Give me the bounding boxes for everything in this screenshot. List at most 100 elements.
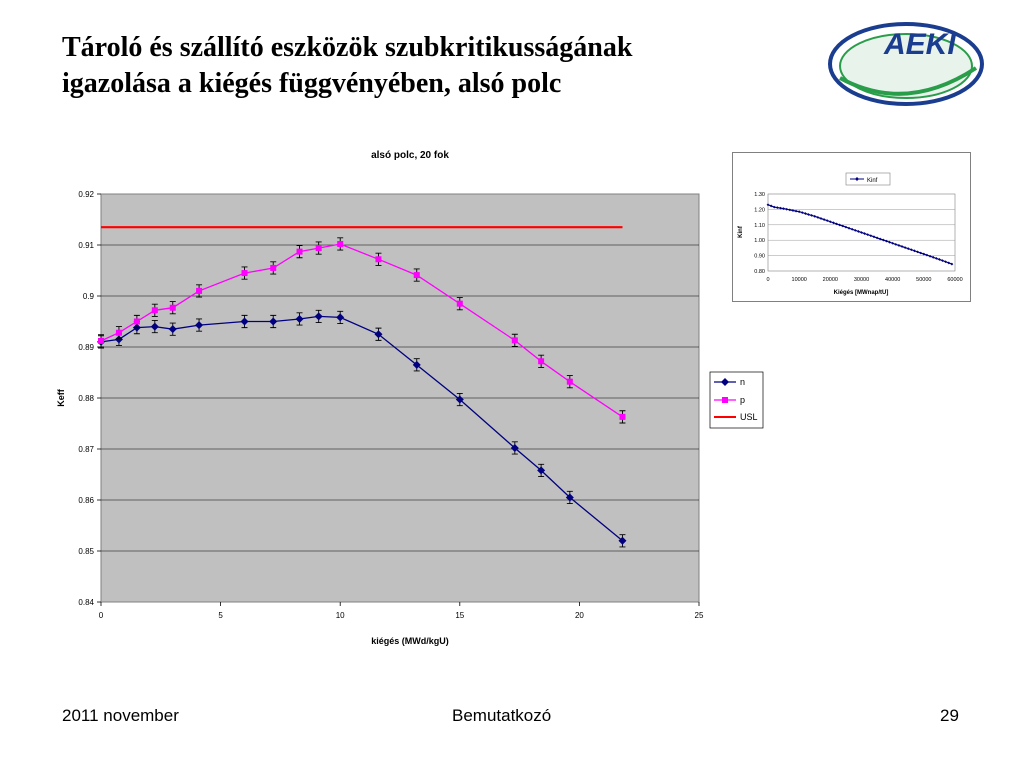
series-n-point — [374, 330, 383, 339]
series-p-point — [511, 337, 518, 344]
main-x-tick-label: 10 — [336, 611, 345, 620]
series-kinf-point — [804, 212, 807, 215]
series-kinf-point — [813, 214, 817, 218]
series-kinf-point — [875, 236, 879, 240]
series-kinf-point — [906, 247, 910, 251]
series-kinf-point — [919, 251, 923, 255]
logo-ring-outer — [828, 22, 984, 106]
series-n-point — [295, 314, 304, 323]
series-kinf-point — [925, 253, 929, 257]
inset-legend-box — [845, 172, 891, 186]
logo-swoosh — [839, 66, 978, 96]
main-x-tick-label: 20 — [575, 611, 584, 620]
aeki-logo: AEKI — [828, 22, 984, 106]
series-p-point — [133, 318, 140, 325]
series-kinf-point — [869, 234, 873, 238]
inset-legend-marker — [855, 177, 859, 181]
series-p-point — [196, 287, 203, 294]
inset-y-tick-label: 0.90 — [754, 254, 765, 260]
series-kinf-point — [800, 211, 804, 215]
series-kinf-point — [850, 227, 854, 231]
series-kinf-point — [881, 238, 885, 242]
series-n-point — [510, 443, 519, 452]
footer-date: 2011 november — [62, 706, 179, 725]
inset-x-tick-label: 40000 — [885, 277, 900, 283]
series-kinf-point — [903, 246, 907, 249]
series-kinf-point — [860, 231, 863, 234]
main-legend: n p USL — [709, 371, 764, 429]
main-y-axis-label: Keff — [56, 388, 66, 407]
series-p-point — [619, 413, 626, 420]
series-p-point — [413, 272, 420, 279]
series-kinf-point — [782, 207, 785, 211]
series-kinf-point — [775, 206, 779, 210]
main-series-layer — [97, 226, 627, 548]
series-kinf-point — [853, 228, 857, 232]
main-y-tick-label: 0.88 — [78, 394, 94, 403]
main-y-tick-label: 0.91 — [78, 241, 94, 250]
series-p-point — [566, 378, 573, 385]
series-n-point — [618, 536, 627, 545]
inset-chart: Kinf 0.80 0.90 1.00 1.10 1.20 1.30 0 10000 2000… — [732, 152, 971, 302]
series-n-point — [195, 321, 204, 330]
series-kinf-point — [807, 213, 810, 216]
main-chart: alsó polc, 20 fok 0.840.850.860.870.880.… — [56, 150, 764, 646]
series-n-point — [455, 395, 464, 404]
slide-title: Tároló és szállító eszközök szubkritikus… — [62, 30, 802, 102]
inset-y-tick-label: 1.20 — [754, 207, 765, 213]
legend-p-marker — [722, 397, 728, 403]
series-kinf-point — [944, 260, 948, 264]
main-x-ticks: 0 5 10 15 20 25 — [99, 602, 704, 620]
series-kinf-point — [934, 256, 938, 260]
series-kinf-point — [819, 217, 823, 220]
series-kinf-point — [866, 233, 870, 237]
series-kinf-point — [891, 241, 895, 245]
series-kinf-point — [900, 245, 904, 248]
inset-legend-label: Kinf — [867, 178, 878, 184]
series-kinf-point — [791, 209, 795, 212]
series-kinf-point — [772, 205, 776, 209]
inset-y-axis-label: Kinf — [738, 225, 744, 238]
main-y-tick-label: 0.92 — [78, 190, 94, 199]
series-p-line — [100, 243, 623, 418]
series-p-point — [98, 337, 104, 344]
main-x-tick-label: 5 — [218, 611, 223, 620]
series-p-point — [115, 329, 122, 336]
main-gridlines — [101, 244, 699, 552]
series-kinf-point — [916, 250, 919, 254]
series-p-point — [241, 270, 248, 277]
inset-x-ticks: 0 10000 20000 30000 40000 50000 60000 — [766, 277, 962, 283]
inset-y-ticks: 0.80 0.90 1.00 1.10 1.20 1.30 — [754, 192, 765, 275]
series-kinf-point — [766, 203, 770, 207]
legend-n-marker — [721, 378, 729, 386]
series-kinf-point — [785, 207, 789, 211]
main-chart-title: alsó polc, 20 fok — [371, 150, 449, 161]
series-kinf-point — [797, 210, 801, 214]
inset-gridlines — [768, 209, 955, 256]
logo-text: AEKI — [883, 28, 956, 61]
series-kinf-point — [788, 208, 792, 212]
series-p-point — [315, 245, 322, 252]
series-n-point — [150, 322, 159, 331]
series-kinf-point — [825, 219, 829, 223]
inset-x-tick-label: 60000 — [947, 277, 962, 283]
main-y-tick-label: 0.84 — [78, 598, 94, 607]
series-kinf-point — [928, 254, 932, 258]
slide-title-line-2: igazolása a kiégés függvényében, alsó po… — [62, 68, 562, 99]
series-kinf-point — [947, 261, 951, 265]
series-kinf-point — [828, 220, 832, 224]
series-kinf-point — [885, 239, 888, 243]
inset-x-tick-label: 20000 — [823, 277, 838, 283]
series-kinf-point — [844, 225, 848, 229]
series-n-point — [565, 493, 574, 502]
logo-ring-inner — [839, 33, 973, 99]
series-kinf-point — [931, 255, 935, 259]
inset-x-tick-label: 30000 — [854, 277, 869, 283]
series-kinf-point — [894, 242, 898, 246]
series-kinf-point — [847, 226, 851, 230]
series-p-point — [337, 240, 344, 247]
series-kinf-point — [822, 218, 826, 221]
series-kinf-point — [941, 259, 944, 263]
inset-y-tick-label: 1.10 — [754, 223, 765, 229]
footer-page-number: 29 — [940, 706, 959, 725]
